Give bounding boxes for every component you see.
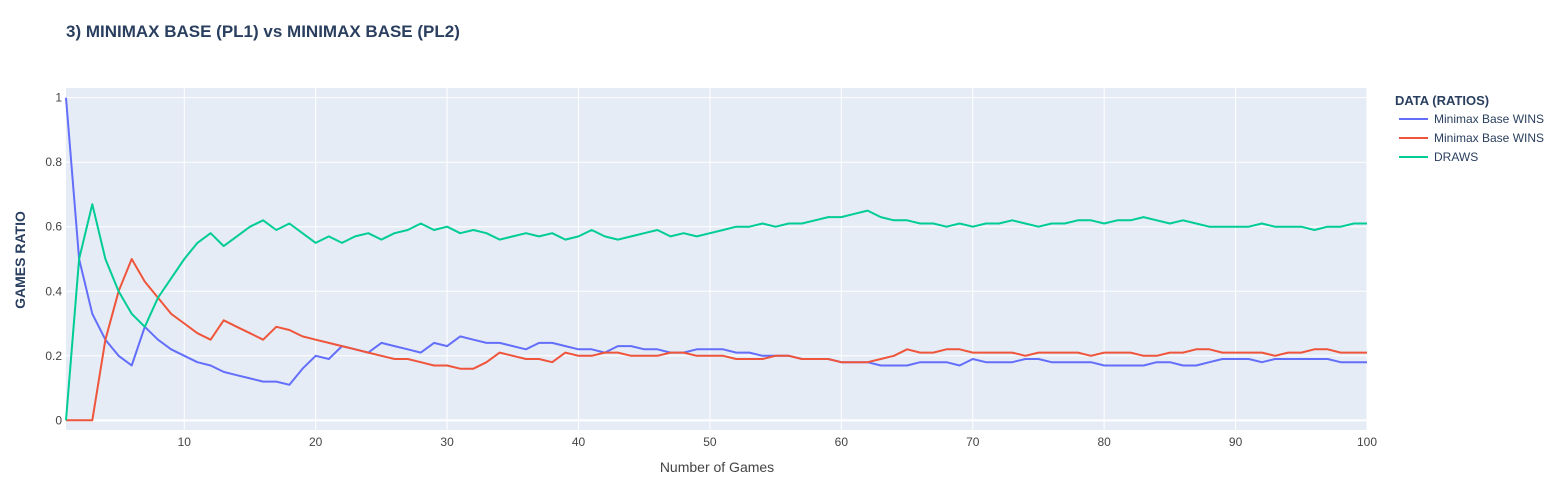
x-axis-title: Number of Games [660, 459, 774, 475]
x-tick-label: 40 [572, 435, 586, 449]
y-tick-label: 0.4 [45, 284, 62, 298]
legend-label-1[interactable]: Minimax Base WINS [1434, 112, 1544, 126]
legend-title: DATA (RATIOS) [1395, 93, 1489, 108]
x-tick-label: 60 [835, 435, 849, 449]
x-tick-label: 100 [1357, 435, 1377, 449]
x-tick-label: 10 [178, 435, 192, 449]
x-gridlines [183, 88, 1368, 430]
plot-area [66, 88, 1367, 430]
x-tick-label: 90 [1229, 435, 1243, 449]
legend-label-2[interactable]: Minimax Base WINS [1434, 131, 1544, 145]
x-tick-label: 80 [1097, 435, 1111, 449]
y-tick-labels: 0 0.2 0.4 0.6 0.8 1 [45, 91, 62, 428]
y-tick-label: 0.8 [45, 155, 62, 169]
y-axis-title: GAMES RATIO [12, 211, 28, 309]
series-line-3 [65, 203, 1367, 421]
y-tick-label: 1 [55, 91, 62, 105]
chart-title: 3) MINIMAX BASE (PL1) vs MINIMAX BASE (P… [66, 22, 460, 41]
x-tick-label: 30 [440, 435, 454, 449]
x-tick-labels: 10 20 30 40 50 60 70 80 90 100 [178, 435, 1378, 449]
x-tick-label: 50 [703, 435, 717, 449]
series-layer [65, 97, 1367, 422]
y-tick-label: 0 [55, 413, 62, 427]
x-tick-label: 70 [966, 435, 980, 449]
legend: DATA (RATIOS) Minimax Base WINS Minimax B… [1395, 93, 1544, 164]
series-line-1 [65, 97, 1367, 386]
legend-label-3[interactable]: DRAWS [1434, 150, 1478, 164]
y-tick-label: 0.2 [45, 349, 62, 363]
y-tick-label: 0.6 [45, 220, 62, 234]
x-tick-label: 20 [309, 435, 323, 449]
series-line-2 [66, 258, 1367, 422]
